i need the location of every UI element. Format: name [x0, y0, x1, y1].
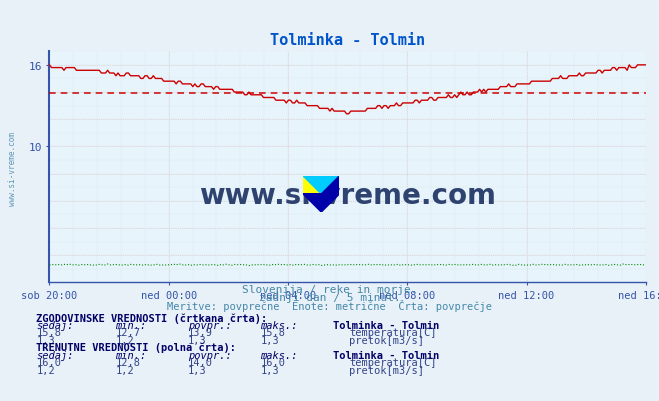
Text: 1,2: 1,2 [36, 365, 55, 375]
Text: 1,3: 1,3 [36, 335, 55, 345]
Text: pretok[m3/s]: pretok[m3/s] [349, 335, 424, 345]
Text: min.:: min.: [115, 320, 146, 330]
Text: 1,3: 1,3 [188, 335, 206, 345]
Text: Slovenija / reke in morje.: Slovenija / reke in morje. [242, 285, 417, 295]
Text: 15,8: 15,8 [260, 328, 285, 338]
Text: 1,3: 1,3 [188, 365, 206, 375]
Text: min.:: min.: [115, 350, 146, 360]
Text: Tolminka - Tolmin: Tolminka - Tolmin [333, 350, 439, 360]
Text: 1,3: 1,3 [260, 365, 279, 375]
Polygon shape [303, 176, 339, 194]
Text: sedaj:: sedaj: [36, 320, 74, 330]
Polygon shape [303, 176, 322, 194]
Text: 16,0: 16,0 [260, 357, 285, 367]
Text: 13,9: 13,9 [188, 328, 213, 338]
Text: pretok[m3/s]: pretok[m3/s] [349, 365, 424, 375]
Text: povpr.:: povpr.: [188, 320, 231, 330]
Polygon shape [303, 176, 339, 194]
Text: temperatura[C]: temperatura[C] [349, 328, 437, 338]
Text: Tolminka - Tolmin: Tolminka - Tolmin [333, 320, 439, 330]
Title: Tolminka - Tolmin: Tolminka - Tolmin [270, 33, 425, 48]
Text: 16,0: 16,0 [36, 357, 61, 367]
Text: 12,7: 12,7 [115, 328, 140, 338]
Text: maks.:: maks.: [260, 320, 298, 330]
Text: www.si-vreme.com: www.si-vreme.com [8, 132, 17, 205]
Text: zadnji dan / 5 minut.: zadnji dan / 5 minut. [258, 293, 401, 303]
Text: ZGODOVINSKE VREDNOSTI (črtkana črta):: ZGODOVINSKE VREDNOSTI (črtkana črta): [36, 312, 268, 323]
Text: 1,2: 1,2 [115, 365, 134, 375]
Text: 12,8: 12,8 [115, 357, 140, 367]
Text: Meritve: povprečne  Enote: metrične  Črta: povprečje: Meritve: povprečne Enote: metrične Črta:… [167, 299, 492, 311]
Text: povpr.:: povpr.: [188, 350, 231, 360]
Text: sedaj:: sedaj: [36, 350, 74, 360]
Text: maks.:: maks.: [260, 350, 298, 360]
Text: TRENUTNE VREDNOSTI (polna črta):: TRENUTNE VREDNOSTI (polna črta): [36, 342, 236, 352]
Text: temperatura[C]: temperatura[C] [349, 357, 437, 367]
Text: 15,8: 15,8 [36, 328, 61, 338]
Text: 1,3: 1,3 [260, 335, 279, 345]
Text: 1,2: 1,2 [115, 335, 134, 345]
Text: 14,0: 14,0 [188, 357, 213, 367]
Text: www.si-vreme.com: www.si-vreme.com [199, 181, 496, 209]
Polygon shape [303, 194, 339, 213]
